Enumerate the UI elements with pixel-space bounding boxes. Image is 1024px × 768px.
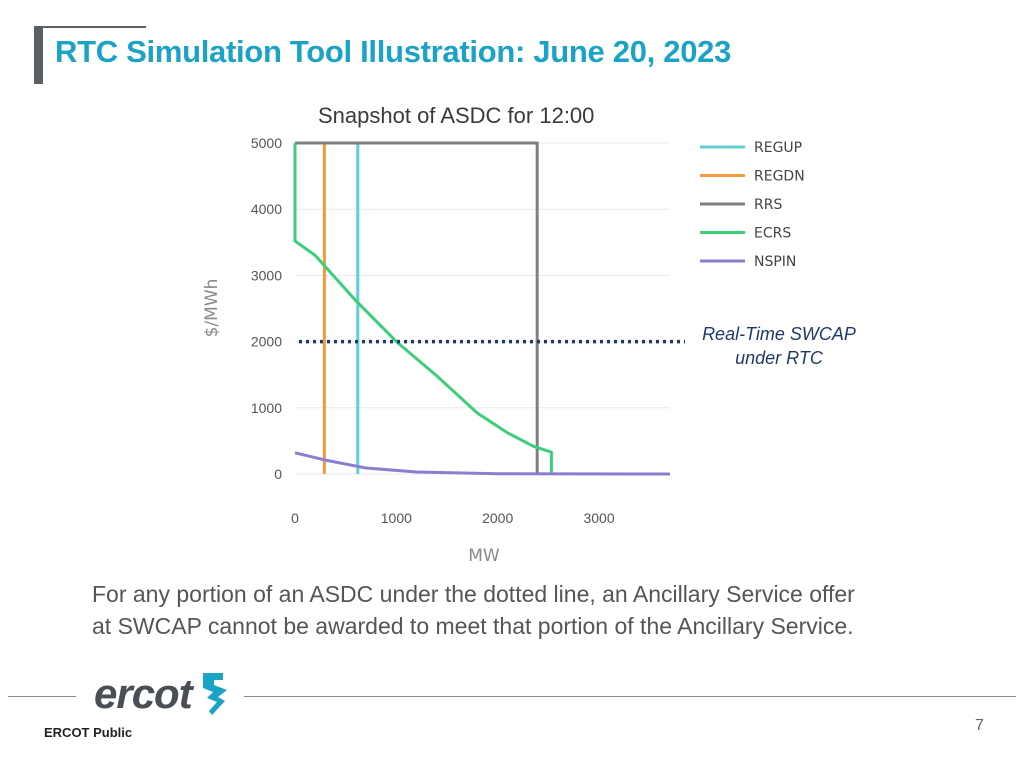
y-tick-label: 1000 bbox=[251, 400, 282, 416]
chart-axes: 0 1000 2000 3000 4000 5000 0 1000 2000 3000 MW $/MW… bbox=[202, 135, 615, 566]
legend-label-nspin: NSPIN bbox=[754, 254, 796, 270]
series-line-rrs bbox=[295, 141, 539, 474]
chart-legend: REGUP REGDN RRS ECRS NSPIN bbox=[700, 140, 805, 270]
legend-label-rrs: RRS bbox=[754, 197, 782, 213]
x-tick-label: 2000 bbox=[482, 510, 513, 526]
y-tick-label: 3000 bbox=[251, 267, 282, 283]
ercot-logo: ercot bbox=[94, 670, 232, 718]
swcap-annotation-line-1: Real-Time SWCAP bbox=[702, 324, 856, 344]
chart-series bbox=[293, 141, 685, 476]
footer-classification: ERCOT Public bbox=[44, 725, 133, 740]
chart-title: Snapshot of ASDC for 12:00 bbox=[318, 103, 595, 128]
ercot-logo-text: ercot bbox=[94, 670, 193, 717]
x-tick-label: 1000 bbox=[381, 510, 412, 526]
x-tick-label: 3000 bbox=[583, 510, 614, 526]
series-line-regup bbox=[295, 141, 360, 474]
x-axis-label: MW bbox=[468, 546, 500, 566]
series-line-ecrs bbox=[293, 143, 553, 474]
legend-label-regdn: REGDN bbox=[754, 169, 805, 185]
series-line-regdn bbox=[295, 141, 326, 474]
caption-line-2: at SWCAP cannot be awarded to meet that … bbox=[92, 613, 854, 639]
y-tick-label: 5000 bbox=[251, 135, 282, 151]
title-accent-line bbox=[34, 26, 146, 28]
footer-divider-left bbox=[8, 696, 76, 697]
slide-caption: For any portion of an ASDC under the dot… bbox=[92, 578, 952, 642]
asdc-chart: 0 1000 2000 3000 4000 5000 0 1000 2000 3000 MW $/MW… bbox=[202, 135, 805, 566]
y-tick-label: 0 bbox=[274, 466, 282, 482]
series-line-nspin bbox=[294, 451, 671, 476]
legend-label-ecrs: ECRS bbox=[754, 226, 791, 242]
title-accent-bar bbox=[34, 27, 43, 84]
legend-label-regup: REGUP bbox=[754, 140, 802, 156]
page-number: 7 bbox=[975, 717, 984, 734]
texas-logo-icon bbox=[202, 673, 227, 715]
chart-grid bbox=[295, 142, 670, 475]
slide-title: RTC Simulation Tool Illustration: June 2… bbox=[55, 34, 732, 69]
caption-line-1: For any portion of an ASDC under the dot… bbox=[92, 581, 855, 607]
footer-divider-right bbox=[244, 696, 1016, 697]
y-tick-label: 4000 bbox=[251, 201, 282, 217]
swcap-annotation-line-2: under RTC bbox=[735, 348, 823, 368]
x-tick-label: 0 bbox=[291, 510, 299, 526]
y-axis-label: $/MWh bbox=[202, 279, 222, 338]
y-tick-label: 2000 bbox=[251, 334, 282, 350]
swcap-annotation: Real-Time SWCAP under RTC bbox=[684, 322, 874, 370]
